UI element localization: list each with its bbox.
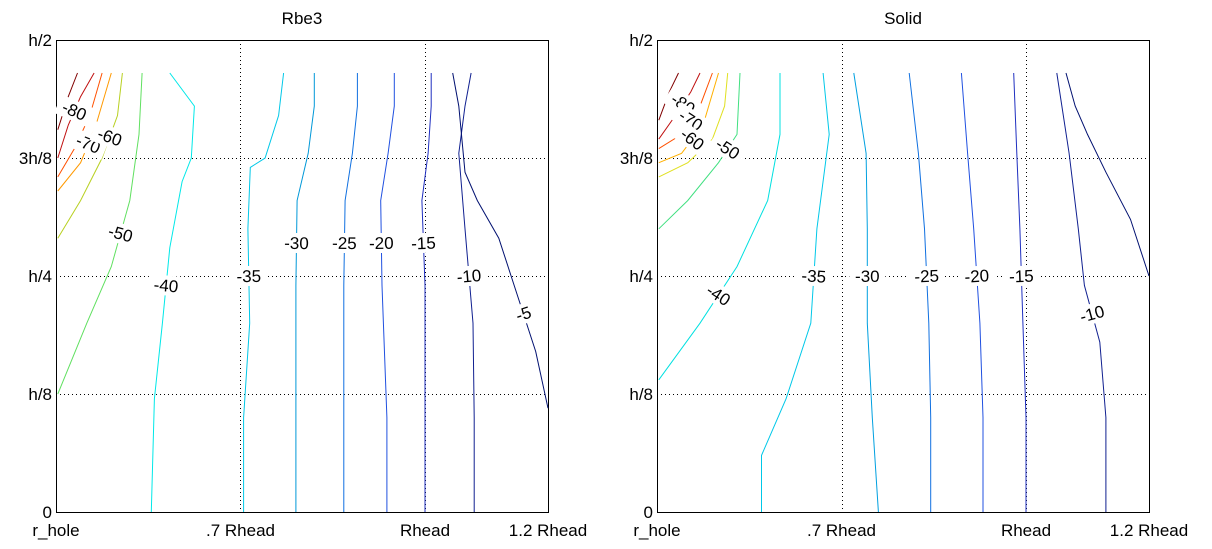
solid-contour-label: -30 [855, 267, 880, 286]
rbe3-contour-line [452, 72, 549, 409]
rbe3-contour-label-mask [363, 232, 400, 254]
solid-contour-line [658, 73, 781, 381]
solid-contour-label-mask [697, 276, 740, 314]
solid-contour-label-mask [1003, 265, 1040, 287]
rbe3-contour-label: -35 [236, 267, 261, 286]
rbe3-contour-label-mask [278, 232, 315, 254]
solid-y-tick-label: 0 [644, 503, 653, 522]
solid-contour-label-mask [958, 264, 996, 288]
rbe3-x-tick-label: Rhead [400, 521, 450, 540]
rbe3-contour-line [150, 72, 195, 513]
solid-y-tick-label: h/8 [629, 385, 653, 404]
rbe3-contour-label: -30 [284, 234, 309, 253]
rbe3-contour-label-mask [230, 265, 267, 287]
rbe3-y-tick-label: h/2 [28, 31, 52, 50]
solid-contour-label: -20 [964, 266, 990, 287]
solid-contour-panel: Solid r_hole .7 Rhead Rhead 1.2 Rhead 0 h/8 h/… [620, 9, 1188, 540]
rbe3-contour-label: -25 [332, 234, 357, 253]
rbe3-contour-line [380, 73, 395, 512]
rbe3-contour-label-mask [405, 232, 442, 254]
rbe3-contour-label-mask [326, 232, 363, 254]
solid-contour-label-mask [849, 266, 886, 286]
solid-y-tick-label: h/4 [629, 267, 653, 286]
solid-contour-line [1056, 72, 1107, 512]
solid-plot-title: Solid [884, 9, 922, 28]
solid-x-tick-label: 1.2 Rhead [1110, 521, 1188, 540]
rbe3-contour-line [458, 72, 475, 512]
rbe3-contour-line [57, 72, 78, 130]
rbe3-contour-label-mask [67, 127, 109, 160]
rbe3-contour-line [243, 72, 285, 512]
rbe3-x-tick-label: .7 Rhead [206, 521, 275, 540]
solid-plot-frame [657, 40, 1150, 513]
rbe3-contour-label-mask [89, 121, 131, 153]
rbe3-contour-line [295, 73, 315, 512]
rbe3-y-tick-label: h/8 [28, 385, 52, 404]
rbe3-y-tick-label: h/4 [28, 267, 52, 286]
rbe3-contour-label-mask [450, 264, 488, 288]
rbe3-contour-line [57, 72, 123, 239]
solid-contour-label-mask [1072, 299, 1113, 329]
solid-contour-label-mask [671, 120, 713, 158]
rbe3-contour-label-mask [53, 94, 95, 128]
solid-contour-label-mask [707, 130, 749, 167]
solid-contour-label-mask [670, 102, 712, 139]
solid-contour-line [1065, 72, 1150, 277]
solid-y-tick-label: 3h/8 [620, 149, 653, 168]
solid-contour-line [658, 72, 741, 230]
solid-contour-line [658, 72, 729, 178]
rbe3-contour-label-mask [503, 298, 544, 329]
solid-contour-label: -15 [1009, 267, 1034, 287]
solid-x-tick-label: Rhead [1001, 521, 1051, 540]
solid-contour-label-mask [795, 264, 833, 288]
solid-contour-label: -25 [914, 266, 939, 286]
rbe3-contour-label: -10 [456, 266, 482, 287]
rbe3-x-tick-label: r_hole [32, 521, 79, 540]
rbe3-y-tick-label: 0 [43, 503, 52, 522]
rbe3-contour-label-mask [100, 219, 141, 248]
rbe3-x-tick-label: 1.2 Rhead [509, 521, 587, 540]
rbe3-contour-label: -15 [411, 234, 436, 254]
rbe3-contour-panel: Rbe3 r_hole .7 Rhead Rhead 1.2 Rhead 0 h/8 h/4… [19, 9, 587, 540]
rbe3-contour-label: -40 [153, 275, 179, 296]
solid-contour-label: -35 [801, 266, 827, 287]
rbe3-contour-label: -5 [513, 303, 533, 326]
solid-contour-line [658, 72, 679, 121]
rbe3-contour-label-mask [147, 273, 185, 298]
rbe3-contour-line [343, 73, 358, 512]
rbe3-contour-line [421, 73, 432, 512]
solid-contour-line [761, 72, 830, 512]
rbe3-contour-label: -20 [369, 234, 394, 253]
solid-x-tick-label: r_hole [633, 521, 680, 540]
rbe3-plot-title: Rbe3 [282, 9, 323, 28]
solid-x-tick-label: .7 Rhead [807, 521, 876, 540]
solid-contour-label-mask [908, 265, 946, 287]
solid-y-tick-label: h/2 [629, 31, 653, 50]
rbe3-y-tick-label: 3h/8 [19, 149, 52, 168]
